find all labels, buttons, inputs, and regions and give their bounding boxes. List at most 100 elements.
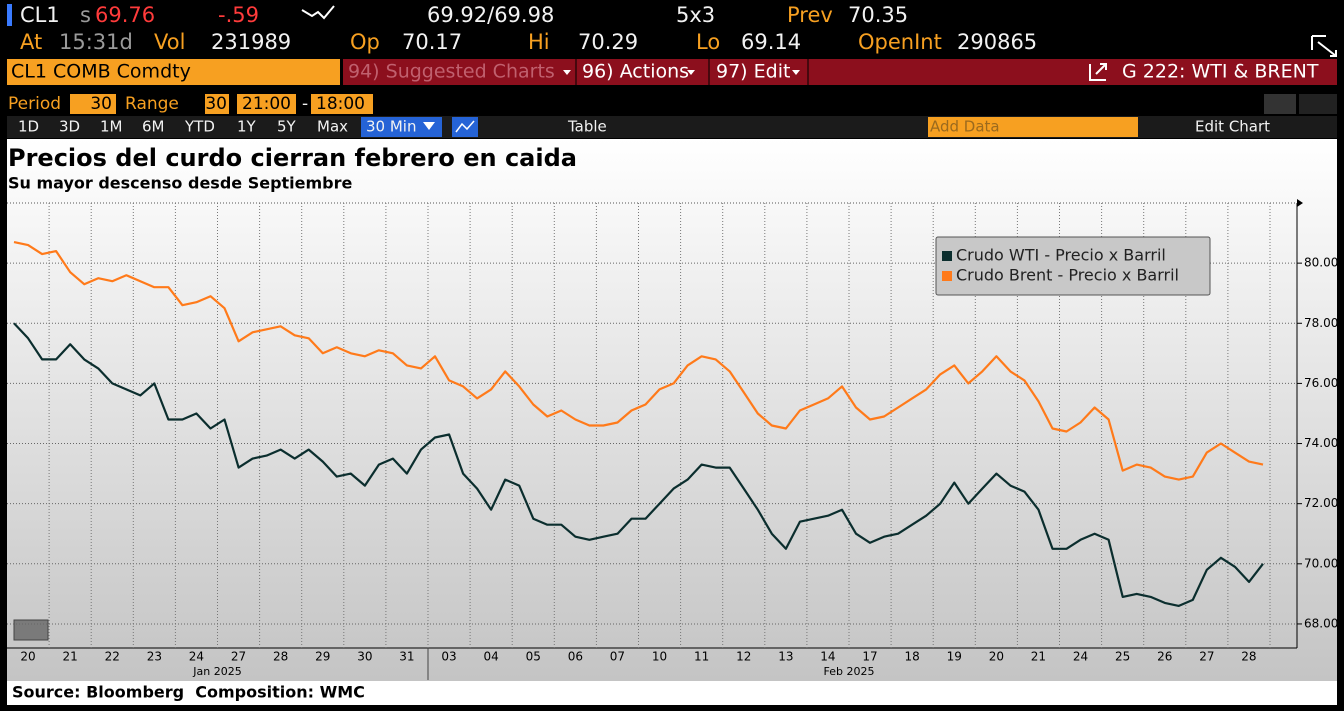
legend-label: Crudo Brent - Precio x Barril bbox=[956, 266, 1179, 285]
x-tick-label: 20 bbox=[20, 650, 35, 664]
last-price: 69.76 bbox=[95, 3, 155, 27]
last-prefix: s bbox=[80, 3, 91, 27]
period[interactable]: 30 bbox=[90, 94, 112, 114]
range-button[interactable]: YTD bbox=[184, 118, 215, 136]
open-interest: 290865 bbox=[957, 30, 1037, 54]
range-button[interactable]: Max bbox=[317, 118, 348, 136]
x-tick-label: 04 bbox=[484, 650, 499, 664]
redo[interactable] bbox=[1299, 94, 1337, 114]
suggested-charts[interactable]: 94) Suggested Charts bbox=[348, 61, 555, 83]
x-tick-label: 19 bbox=[947, 650, 962, 664]
period-box[interactable] bbox=[70, 94, 116, 114]
y-tick-label: 68.00 bbox=[1304, 616, 1338, 630]
end-box[interactable] bbox=[311, 94, 373, 114]
interval-arrow bbox=[423, 122, 435, 130]
legend-swatch bbox=[942, 251, 952, 261]
chart-subtitle: Su mayor descenso desde Septiembre bbox=[8, 174, 353, 193]
range-label: Range bbox=[125, 94, 179, 114]
period-label: Period bbox=[8, 94, 61, 114]
range-button[interactable]: 6M bbox=[142, 118, 165, 136]
at-time: 15:31d bbox=[59, 30, 133, 54]
prev: 70.35 bbox=[848, 3, 908, 27]
launch-icon[interactable] bbox=[1089, 63, 1107, 81]
x-tick-label: 24 bbox=[1073, 650, 1088, 664]
x-tick-label: 17 bbox=[862, 650, 877, 664]
month-label: Feb 2025 bbox=[824, 665, 875, 678]
x-tick-label: 29 bbox=[315, 650, 330, 664]
x-tick-label: 22 bbox=[105, 650, 120, 664]
security-box[interactable] bbox=[7, 59, 340, 85]
x-tick-label: 21 bbox=[1031, 650, 1046, 664]
axis-arrow bbox=[1297, 199, 1303, 207]
x-tick-label: 30 bbox=[357, 650, 372, 664]
legend-label: Crudo WTI - Precio x Barril bbox=[956, 246, 1166, 265]
menu-bar bbox=[343, 59, 1337, 85]
edit-menu[interactable]: 97) Edit bbox=[716, 61, 790, 83]
add-data[interactable]: Add Data bbox=[930, 118, 1000, 136]
x-tick-label: 23 bbox=[147, 650, 162, 664]
line-icon-glyph bbox=[455, 120, 475, 133]
legend-box bbox=[935, 236, 1211, 296]
start-box[interactable] bbox=[237, 94, 296, 114]
x-tick-label: 03 bbox=[441, 650, 456, 664]
low-label: Lo bbox=[696, 30, 720, 54]
range-end[interactable]: 18:00 bbox=[316, 94, 365, 114]
x-tick-label: 26 bbox=[1157, 650, 1172, 664]
bid-ask: 69.92/69.98 bbox=[427, 3, 554, 27]
spark-icon bbox=[301, 5, 335, 20]
x-tick-label: 28 bbox=[1241, 650, 1256, 664]
x-tick-label: 27 bbox=[231, 650, 246, 664]
y-tick-label: 80.00 bbox=[1304, 256, 1338, 270]
x-tick-label: 24 bbox=[189, 650, 204, 664]
add-data-box[interactable] bbox=[928, 117, 1138, 137]
x-tick-label: 20 bbox=[989, 650, 1004, 664]
range-button[interactable]: 1Y bbox=[237, 118, 257, 136]
chart-name: G 222: WTI & BRENT bbox=[1122, 61, 1319, 83]
interval[interactable]: 30 Min bbox=[366, 118, 416, 136]
chart-background bbox=[7, 139, 1337, 681]
x-tick-label: 06 bbox=[568, 650, 583, 664]
y-tick-label: 78.00 bbox=[1304, 316, 1338, 330]
range-button[interactable]: 5Y bbox=[277, 118, 297, 136]
x-tick-label: 18 bbox=[905, 650, 920, 664]
y-tick-label: 76.00 bbox=[1304, 376, 1338, 390]
x-tick-label: 25 bbox=[1115, 650, 1130, 664]
y-tick-label: 74.00 bbox=[1304, 436, 1338, 450]
interval-box[interactable] bbox=[361, 117, 442, 137]
vol: 231989 bbox=[211, 30, 291, 54]
edit-chart[interactable]: Edit Chart bbox=[1195, 118, 1270, 136]
x-tick-label: 10 bbox=[652, 650, 667, 664]
footer-bar bbox=[7, 681, 1337, 705]
x-tick-label: 27 bbox=[1199, 650, 1214, 664]
chart-type-button[interactable] bbox=[13, 619, 49, 641]
table-button[interactable]: Table bbox=[567, 118, 607, 136]
high: 70.29 bbox=[578, 30, 638, 54]
range-box[interactable] bbox=[205, 94, 229, 114]
actions-menu[interactable]: 96) Actions bbox=[582, 61, 689, 83]
ticker: CL1 bbox=[20, 3, 60, 27]
legend-swatch bbox=[942, 271, 952, 281]
x-tick-label: 21 bbox=[63, 650, 78, 664]
x-tick-label: 28 bbox=[273, 650, 288, 664]
month-label: Jan 2025 bbox=[192, 665, 241, 678]
series-line bbox=[13, 241, 1264, 481]
chart-title: Precios del curdo cierran febrero en cai… bbox=[8, 144, 577, 172]
range-start[interactable]: 21:00 bbox=[242, 94, 291, 114]
range-button[interactable]: 1M bbox=[100, 118, 123, 136]
open-label: Op bbox=[350, 30, 380, 54]
range[interactable]: 30 bbox=[205, 94, 227, 114]
ticker-marker bbox=[7, 4, 12, 26]
range-button[interactable]: 3D bbox=[59, 118, 80, 136]
undo[interactable] bbox=[1264, 94, 1296, 114]
expand-icon[interactable] bbox=[1311, 35, 1337, 57]
series-line bbox=[13, 322, 1264, 607]
y-tick-label: 72.00 bbox=[1304, 496, 1338, 510]
security[interactable]: CL1 COMB Comdty bbox=[11, 61, 191, 83]
x-tick-label: 07 bbox=[610, 650, 625, 664]
at-label: At bbox=[20, 30, 42, 54]
y-tick-label: 70.00 bbox=[1304, 556, 1338, 570]
range-button[interactable]: 1D bbox=[18, 118, 39, 136]
x-tick-label: 11 bbox=[694, 650, 709, 664]
net-change: -.59 bbox=[218, 3, 259, 27]
